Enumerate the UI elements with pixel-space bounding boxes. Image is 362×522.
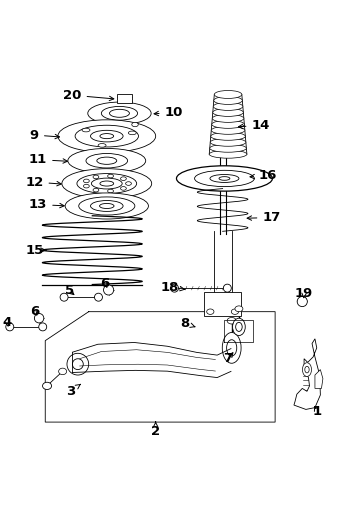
Ellipse shape bbox=[223, 284, 231, 292]
Ellipse shape bbox=[305, 366, 309, 373]
Text: 6: 6 bbox=[30, 305, 39, 318]
Polygon shape bbox=[72, 342, 231, 377]
Ellipse shape bbox=[235, 306, 243, 312]
Ellipse shape bbox=[94, 293, 102, 301]
Ellipse shape bbox=[58, 120, 156, 152]
Ellipse shape bbox=[108, 189, 113, 193]
Ellipse shape bbox=[227, 317, 236, 324]
Text: 3: 3 bbox=[66, 384, 80, 398]
Text: 2: 2 bbox=[151, 422, 160, 437]
Bar bbox=[117, 94, 132, 103]
Text: 11: 11 bbox=[29, 153, 67, 166]
Ellipse shape bbox=[86, 153, 127, 168]
Ellipse shape bbox=[98, 144, 106, 147]
Text: 19: 19 bbox=[295, 287, 313, 300]
Ellipse shape bbox=[195, 170, 254, 186]
Ellipse shape bbox=[34, 314, 44, 323]
Ellipse shape bbox=[222, 333, 241, 363]
Ellipse shape bbox=[121, 177, 126, 181]
Ellipse shape bbox=[232, 318, 245, 336]
Ellipse shape bbox=[104, 285, 114, 295]
Text: 20: 20 bbox=[63, 89, 114, 102]
Ellipse shape bbox=[303, 363, 311, 376]
Ellipse shape bbox=[210, 138, 246, 146]
Ellipse shape bbox=[121, 186, 126, 190]
Ellipse shape bbox=[91, 178, 122, 189]
Ellipse shape bbox=[93, 188, 99, 192]
Ellipse shape bbox=[212, 114, 244, 122]
Ellipse shape bbox=[209, 150, 247, 158]
Text: 12: 12 bbox=[25, 175, 61, 188]
Ellipse shape bbox=[59, 368, 67, 375]
Ellipse shape bbox=[227, 340, 237, 356]
Ellipse shape bbox=[213, 109, 243, 116]
Ellipse shape bbox=[84, 179, 89, 183]
Ellipse shape bbox=[316, 378, 321, 387]
Text: 14: 14 bbox=[239, 118, 270, 132]
Ellipse shape bbox=[236, 323, 242, 331]
Ellipse shape bbox=[79, 197, 135, 215]
Text: 1: 1 bbox=[312, 405, 321, 418]
Polygon shape bbox=[315, 370, 323, 388]
Ellipse shape bbox=[177, 166, 272, 191]
Ellipse shape bbox=[84, 184, 89, 188]
Ellipse shape bbox=[65, 193, 148, 219]
Ellipse shape bbox=[100, 134, 114, 139]
Ellipse shape bbox=[90, 200, 123, 211]
Ellipse shape bbox=[297, 296, 307, 306]
Ellipse shape bbox=[68, 148, 146, 173]
Ellipse shape bbox=[101, 106, 138, 120]
Ellipse shape bbox=[93, 175, 99, 179]
Ellipse shape bbox=[100, 204, 114, 208]
Ellipse shape bbox=[210, 144, 247, 152]
Ellipse shape bbox=[219, 176, 230, 180]
Polygon shape bbox=[294, 339, 320, 409]
Ellipse shape bbox=[126, 182, 131, 185]
Text: 15: 15 bbox=[25, 244, 46, 257]
Ellipse shape bbox=[171, 284, 178, 292]
Ellipse shape bbox=[214, 90, 242, 99]
Text: 8: 8 bbox=[180, 317, 195, 330]
Ellipse shape bbox=[207, 309, 214, 314]
Text: 9: 9 bbox=[30, 128, 59, 141]
Text: 4: 4 bbox=[3, 316, 12, 329]
Ellipse shape bbox=[211, 132, 245, 140]
Ellipse shape bbox=[214, 97, 242, 104]
Ellipse shape bbox=[97, 157, 117, 164]
Text: 18: 18 bbox=[161, 280, 185, 293]
Text: 6: 6 bbox=[100, 277, 110, 290]
Ellipse shape bbox=[75, 125, 138, 147]
Text: 7: 7 bbox=[223, 352, 233, 365]
Text: 13: 13 bbox=[29, 198, 64, 211]
Text: 10: 10 bbox=[154, 106, 183, 119]
Ellipse shape bbox=[62, 169, 152, 198]
Ellipse shape bbox=[72, 359, 83, 370]
Ellipse shape bbox=[211, 126, 245, 134]
Bar bbox=[204, 292, 241, 316]
Ellipse shape bbox=[39, 323, 47, 331]
Ellipse shape bbox=[90, 130, 123, 142]
Text: 16: 16 bbox=[250, 170, 277, 182]
Ellipse shape bbox=[88, 102, 151, 125]
Ellipse shape bbox=[231, 309, 239, 314]
Ellipse shape bbox=[67, 353, 89, 375]
Text: 17: 17 bbox=[247, 211, 281, 224]
Ellipse shape bbox=[82, 128, 90, 132]
Ellipse shape bbox=[108, 174, 113, 178]
Ellipse shape bbox=[77, 174, 137, 194]
Ellipse shape bbox=[60, 293, 68, 301]
Ellipse shape bbox=[100, 181, 114, 186]
Ellipse shape bbox=[43, 382, 52, 389]
Ellipse shape bbox=[212, 121, 244, 128]
Ellipse shape bbox=[6, 323, 14, 331]
Ellipse shape bbox=[132, 122, 138, 127]
Ellipse shape bbox=[128, 131, 136, 135]
Ellipse shape bbox=[213, 102, 243, 111]
Ellipse shape bbox=[109, 109, 130, 117]
Text: 5: 5 bbox=[65, 284, 74, 297]
Ellipse shape bbox=[210, 174, 239, 183]
